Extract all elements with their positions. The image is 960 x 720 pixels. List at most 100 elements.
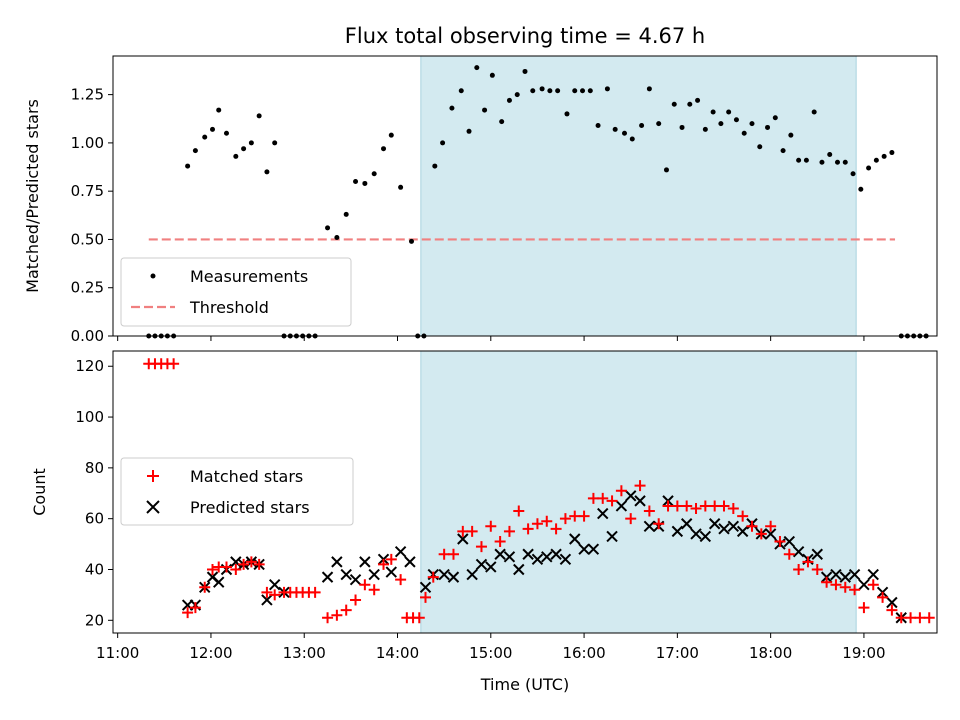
matched-star-point (261, 586, 273, 598)
predicted-star-point (419, 581, 432, 593)
predicted-star-point (513, 563, 525, 576)
predicted-star-point (331, 556, 343, 568)
observing-window-span (420, 350, 857, 634)
time-x-tick-label: 13:00 (283, 644, 326, 662)
matched-star-point (531, 518, 543, 530)
predicted-star-point (268, 579, 281, 591)
predicted-star-point (867, 568, 879, 581)
measurement-point (499, 119, 505, 125)
measurement-points (146, 65, 929, 339)
matched-star-point (914, 612, 926, 624)
measurement-point (325, 225, 331, 231)
counts-panel: 20 40 60 80 100 120 11:00 12:00 13:00 14:00 15:00… (30, 350, 938, 694)
matched-star-point (559, 513, 571, 525)
matched-star-point (457, 525, 469, 537)
matched-star-point (821, 576, 833, 588)
ratio-y-ticks: 0.00 0.25 0.50 0.75 1.00 1.25 (71, 86, 113, 345)
measurement-point (539, 86, 545, 92)
legend-threshold-label: Threshold (189, 298, 269, 317)
measurement-point (604, 86, 610, 92)
predicted-star-point (466, 568, 478, 581)
measurement-point (679, 124, 685, 130)
measurement-point (612, 126, 618, 132)
predicted-star-point (690, 528, 702, 540)
predicted-star-point (858, 579, 870, 591)
count-y-tick-label: 40 (85, 560, 104, 578)
matched-star-point (269, 589, 281, 601)
matched-star-point (322, 612, 334, 624)
predicted-star-point (848, 568, 861, 581)
time-x-axis-label: Time (UTC) (480, 675, 569, 694)
measurement-point (889, 150, 895, 156)
predicted-star-point (404, 556, 416, 568)
measurement-point (474, 65, 480, 71)
measurement-point (489, 72, 495, 78)
count-y-axis-label: Count (30, 468, 49, 516)
measurement-point (819, 159, 825, 165)
measurement-point (432, 163, 438, 169)
predicted-star-point (625, 490, 637, 502)
predicted-star-point (438, 568, 450, 581)
measurement-point (695, 97, 701, 103)
measurement-point (663, 167, 669, 173)
measurement-point (671, 101, 677, 107)
predicted-star-point (736, 525, 749, 538)
matched-star-point (350, 594, 362, 606)
time-x-tick-label: 14:00 (376, 644, 419, 662)
measurement-point (765, 124, 771, 130)
matched-star-point (690, 503, 702, 515)
predicted-star-point (718, 523, 730, 535)
measurement-point (482, 107, 488, 113)
measurement-point (381, 146, 387, 152)
measurement-point (185, 163, 191, 169)
predicted-star-point (597, 507, 609, 520)
time-x-tick-label: 17:00 (656, 644, 699, 662)
matched-star-point (662, 500, 674, 512)
matched-star-point (709, 500, 721, 512)
measurement-point (272, 140, 278, 146)
matched-star-point (230, 563, 242, 575)
matched-star-point (858, 602, 870, 614)
matched-star-point (378, 558, 390, 570)
matched-star-point (681, 500, 693, 512)
measurement-point (639, 123, 645, 129)
matched-star-point (385, 553, 397, 565)
predicted-star-point (531, 553, 544, 566)
time-x-tick-label: 15:00 (469, 644, 512, 662)
matched-star-point (340, 604, 352, 616)
counts-legend-box (120, 457, 354, 526)
matched-star-point (413, 612, 425, 624)
matched-star-point (522, 523, 534, 535)
predicted-star-point (764, 528, 777, 540)
predicted-star-point (559, 553, 572, 566)
observing-window-span (420, 55, 857, 337)
ratio-y-axis-label: Matched/Predicted stars (23, 99, 42, 293)
measurement-point (572, 88, 578, 94)
measurement-point (210, 126, 216, 132)
matched-star-point (886, 604, 898, 616)
ratio-panel-frame (112, 55, 938, 337)
measurement-point (241, 146, 247, 152)
measurement-point (409, 238, 415, 244)
predicted-star-point (680, 518, 693, 530)
matched-star-point (541, 515, 553, 527)
ratio-legend-box (120, 257, 352, 327)
measurement-point (233, 153, 239, 159)
measurement-point (555, 88, 561, 94)
measurement-point (248, 140, 254, 146)
matched-star-point (427, 571, 439, 583)
measurement-point (749, 121, 755, 127)
measurement-point (564, 111, 570, 117)
matched-star-point (737, 510, 749, 522)
measurement-point (466, 128, 472, 134)
time-x-tick-label: 18:00 (749, 644, 792, 662)
matched-star-point (447, 548, 459, 560)
matched-star-point (839, 581, 851, 593)
matched-star-point (746, 520, 758, 532)
time-x-tick-label: 12:00 (189, 644, 232, 662)
measurement-point (757, 144, 763, 150)
matched-star-point (774, 536, 786, 548)
predicted-star-point (550, 548, 562, 560)
time-x-tick-label: 19:00 (842, 644, 885, 662)
predicted-star-point (811, 548, 823, 560)
